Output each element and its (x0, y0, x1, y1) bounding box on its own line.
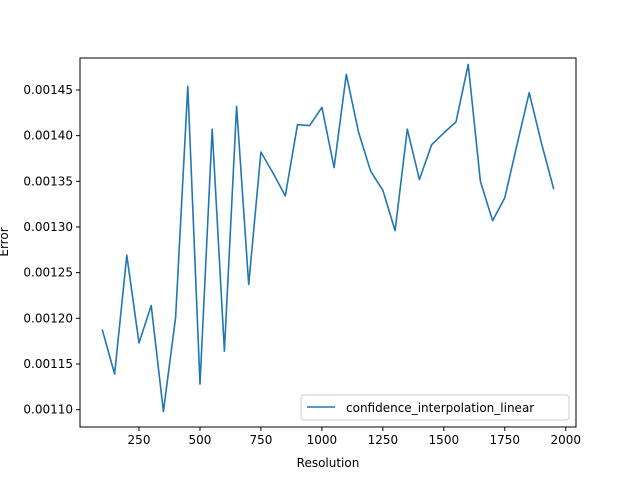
series-layer (101, 63, 555, 413)
x-tick-label: 1000 (307, 433, 338, 447)
x-tick-label: 500 (189, 433, 212, 447)
y-tick-label: 0.00130 (23, 220, 73, 234)
y-tick-label: 0.00145 (23, 83, 73, 97)
y-axis-ticks: 0.00110 0.00115 0.00120 0.00125 0.00130 0.001… (23, 83, 80, 417)
y-tick-label: 0.00115 (23, 357, 73, 371)
x-tick-label: 250 (128, 433, 151, 447)
y-tick-label: 0.00120 (23, 311, 73, 325)
x-tick-label: 750 (249, 433, 272, 447)
x-tick-label: 1250 (368, 433, 399, 447)
x-tick-label: 2000 (550, 433, 581, 447)
x-axis-ticks: 250 500 750 1000 1250 1500 1750 2000 (128, 427, 581, 447)
plot-area-frame (79, 57, 577, 428)
y-axis-label: Error (0, 227, 11, 256)
x-axis-label: Resolution (297, 456, 360, 470)
y-tick-label: 0.00135 (23, 174, 73, 188)
y-tick-label: 0.00125 (23, 266, 73, 280)
legend-label: confidence_interpolation_linear (346, 401, 534, 415)
legend-box (300, 394, 570, 421)
x-tick-label: 1750 (490, 433, 521, 447)
y-tick-label: 0.00140 (23, 129, 73, 143)
x-tick-label: 1500 (429, 433, 460, 447)
series-line (101, 63, 555, 413)
y-tick-label: 0.00110 (23, 403, 73, 417)
legend: confidence_interpolation_linear (300, 394, 570, 421)
